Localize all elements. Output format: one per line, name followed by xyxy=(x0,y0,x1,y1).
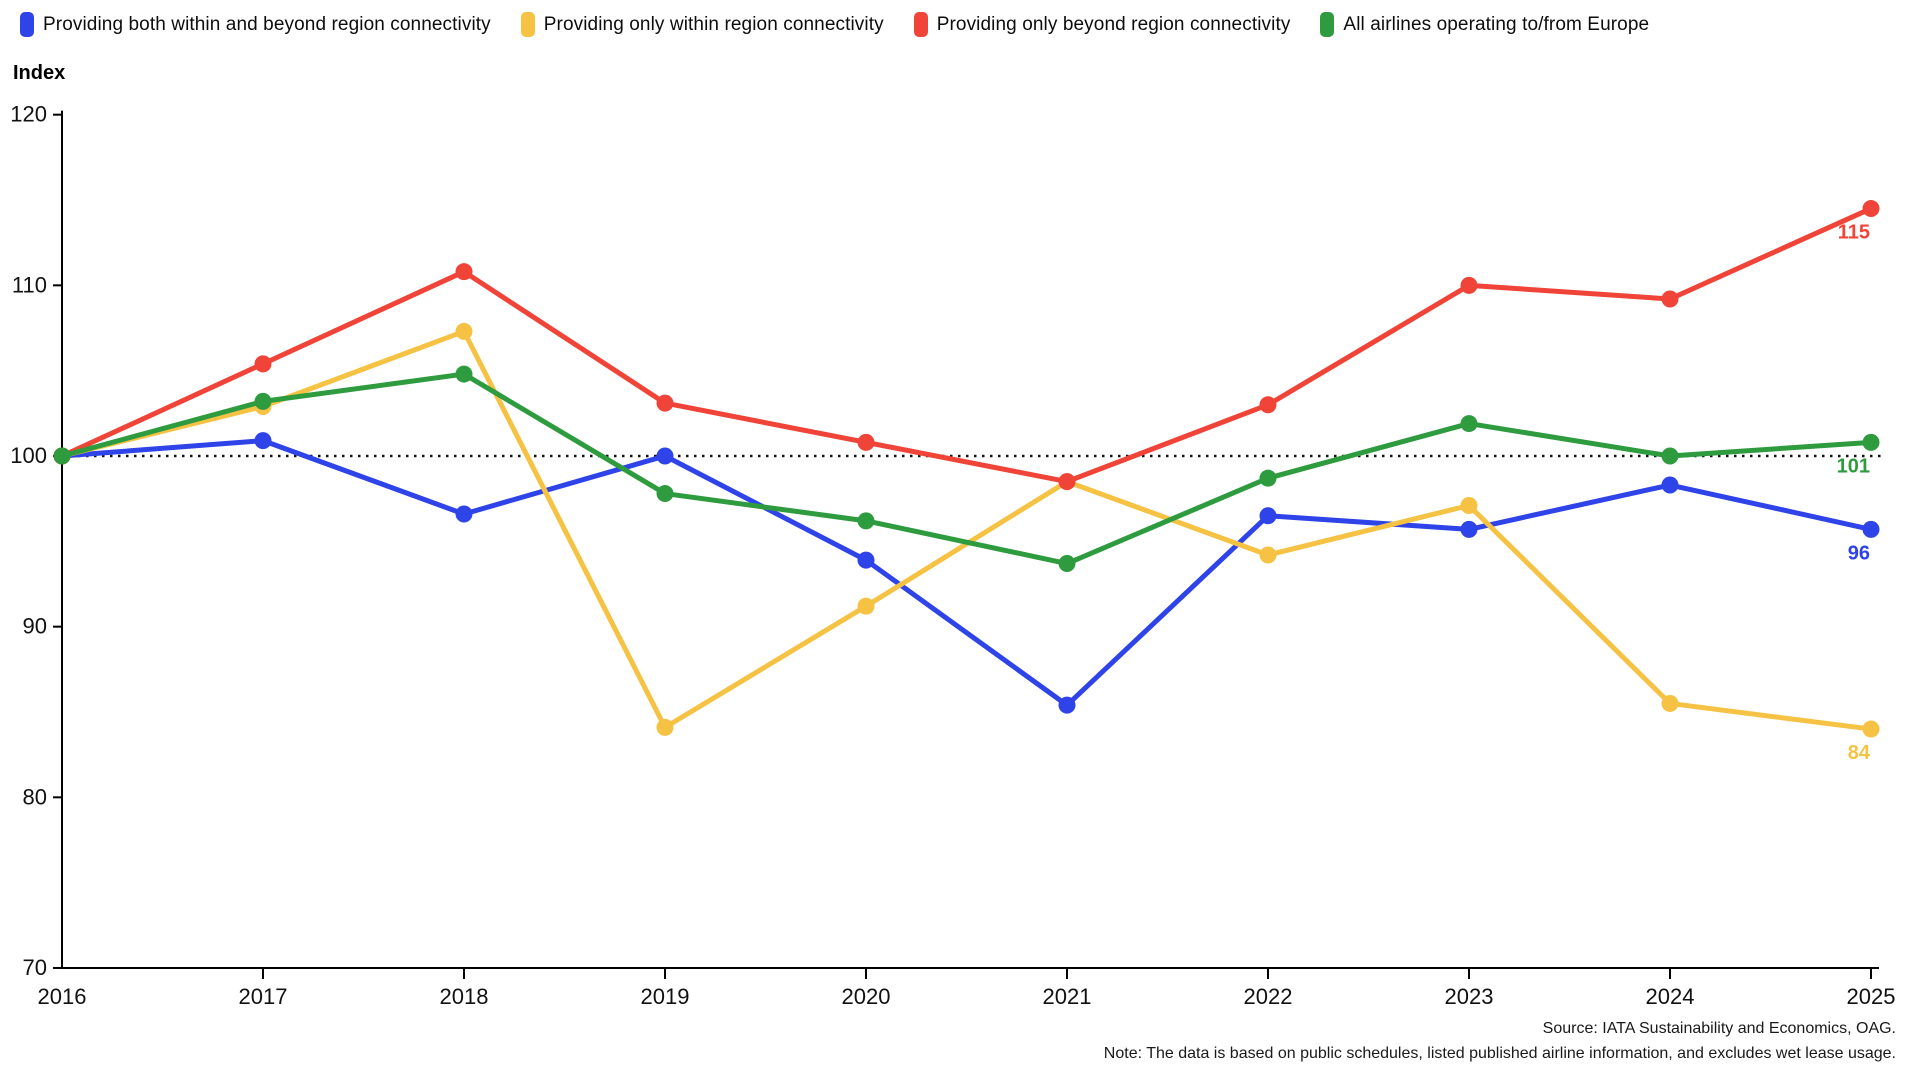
x-tick-label: 2021 xyxy=(1043,984,1092,1009)
end-value-label-3: 101 xyxy=(1837,455,1870,477)
data-point-2-6 xyxy=(1259,396,1277,414)
data-point-1-9 xyxy=(1862,720,1880,738)
data-point-3-2 xyxy=(455,365,473,383)
data-point-0-7 xyxy=(1460,520,1478,538)
y-tick-label: 100 xyxy=(10,443,47,468)
chart-legend: Providing both within and beyond region … xyxy=(20,12,1649,37)
y-tick-label: 120 xyxy=(10,102,47,127)
note-text: Note: The data is based on public schedu… xyxy=(1103,1045,1896,1062)
data-point-0-2 xyxy=(455,505,473,523)
data-point-1-6 xyxy=(1259,546,1277,564)
chart-footer: Source: IATA Sustainability and Economic… xyxy=(1104,1016,1896,1066)
data-point-1-3 xyxy=(656,718,674,736)
data-point-0-9 xyxy=(1862,520,1880,538)
end-value-label-0: 96 xyxy=(1848,542,1870,564)
legend-swatch-green xyxy=(1320,12,1335,37)
legend-label-both-within-beyond: Providing both within and beyond region … xyxy=(43,13,491,35)
legend-swatch-blue xyxy=(20,12,34,37)
x-tick-label: 2020 xyxy=(842,984,891,1009)
legend-swatch-yellow xyxy=(520,12,535,37)
data-point-2-3 xyxy=(656,394,674,412)
data-point-2-2 xyxy=(455,263,473,281)
y-tick-label: 90 xyxy=(23,614,47,639)
data-point-3-3 xyxy=(656,485,674,503)
data-point-2-4 xyxy=(857,433,875,451)
x-tick-label: 2018 xyxy=(440,984,489,1009)
data-point-3-8 xyxy=(1661,447,1679,465)
data-point-0-1 xyxy=(254,432,272,450)
legend-item-only-within: Providing only within region connectivit… xyxy=(520,12,884,37)
x-tick-label: 2022 xyxy=(1244,984,1293,1009)
series-line-2 xyxy=(59,206,1874,485)
data-point-3-4 xyxy=(857,512,875,530)
source-text: Source: IATA Sustainability and Economic… xyxy=(1542,1020,1896,1037)
data-point-3-7 xyxy=(1460,415,1478,433)
data-point-3-5 xyxy=(1058,555,1076,573)
data-point-2-9 xyxy=(1862,200,1880,218)
end-value-label-1: 84 xyxy=(1848,742,1871,764)
x-tick-label: 2016 xyxy=(38,984,87,1009)
data-point-0-6 xyxy=(1259,507,1277,525)
data-point-3-0 xyxy=(53,447,71,465)
data-point-3-6 xyxy=(1259,469,1277,487)
data-point-1-8 xyxy=(1661,694,1679,712)
data-point-2-8 xyxy=(1661,290,1679,308)
legend-label-only-within: Providing only within region connectivit… xyxy=(543,13,884,35)
data-point-1-4 xyxy=(857,597,875,615)
y-tick-label: 80 xyxy=(23,784,47,809)
data-point-3-9 xyxy=(1862,433,1880,451)
data-point-0-5 xyxy=(1058,696,1076,714)
legend-swatch-red xyxy=(913,12,928,37)
data-point-2-5 xyxy=(1058,473,1076,491)
x-tick-label: 2017 xyxy=(239,984,288,1009)
x-tick-label: 2025 xyxy=(1847,984,1896,1009)
x-tick-label: 2023 xyxy=(1445,984,1494,1009)
y-tick-label: 70 xyxy=(23,955,47,980)
x-tick-label: 2024 xyxy=(1646,984,1695,1009)
data-point-2-7 xyxy=(1460,276,1478,294)
x-tick-label: 2019 xyxy=(641,984,690,1009)
legend-label-all-airlines: All airlines operating to/from Europe xyxy=(1343,13,1650,35)
data-point-0-4 xyxy=(857,551,875,569)
data-point-0-3 xyxy=(656,447,674,465)
series-line-0 xyxy=(59,438,1874,708)
legend-label-only-beyond: Providing only beyond region connectivit… xyxy=(936,13,1291,35)
data-point-1-2 xyxy=(455,322,473,340)
y-tick-label: 110 xyxy=(12,272,47,297)
data-point-0-8 xyxy=(1661,476,1679,494)
end-value-label-2: 115 xyxy=(1838,222,1870,244)
data-point-3-1 xyxy=(254,392,272,410)
legend-item-all-airlines: All airlines operating to/from Europe xyxy=(1320,12,1649,37)
y-axis-title: Index xyxy=(13,62,66,84)
series-line-3 xyxy=(59,371,1874,567)
data-point-2-1 xyxy=(254,355,272,373)
legend-item-both-within-beyond: Providing both within and beyond region … xyxy=(20,12,491,37)
data-point-1-7 xyxy=(1460,496,1478,514)
legend-item-only-beyond: Providing only beyond region connectivit… xyxy=(913,12,1291,37)
